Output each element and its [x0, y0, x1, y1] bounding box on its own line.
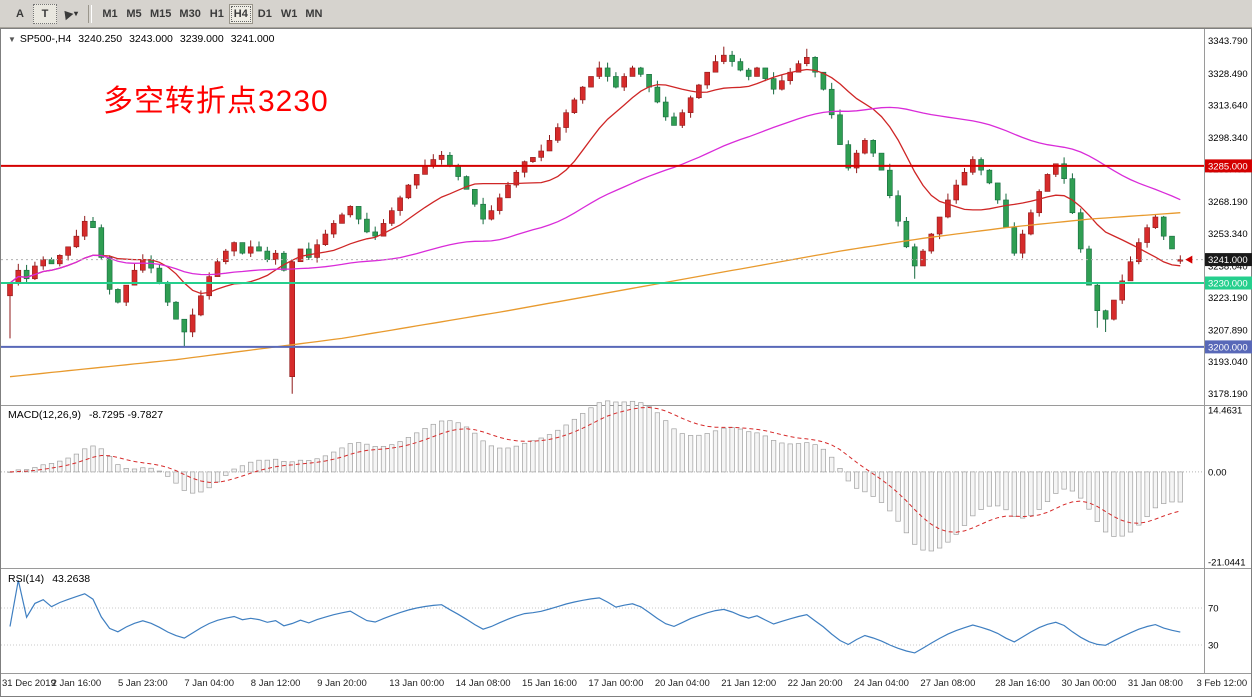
svg-text:3238.040: 3238.040 [1208, 261, 1248, 272]
timeframe-button-m5[interactable]: M5 [122, 4, 146, 24]
ohlc-low: 3239.000 [179, 33, 224, 45]
ohlc-close: 3241.000 [230, 33, 275, 45]
ohlc-high: 3243.000 [129, 33, 173, 45]
svg-text:3253.340: 3253.340 [1208, 229, 1248, 240]
svg-text:30: 30 [1208, 641, 1219, 652]
timeframe-button-h1[interactable]: H1 [205, 4, 229, 24]
svg-text:-21.0441: -21.0441 [1208, 558, 1246, 569]
timeframe-button-m1[interactable]: M1 [98, 4, 122, 24]
svg-text:17 Jan 00:00: 17 Jan 00:00 [588, 678, 643, 689]
svg-text:30 Jan 00:00: 30 Jan 00:00 [1062, 678, 1117, 689]
svg-text:3178.190: 3178.190 [1208, 389, 1248, 400]
toolbar: A T ▾ M1 M5 M15 M30 H1 H4 D1 W1 MN [0, 0, 1252, 28]
ma-line-slow [9, 212, 1181, 378]
toolbar-separator [88, 4, 93, 23]
price-badge-3200.000[interactable]: 3200.000 [1205, 340, 1252, 354]
svg-text:3241.000: 3241.000 [1208, 255, 1248, 266]
svg-text:3343.790: 3343.790 [1208, 36, 1248, 47]
svg-text:31 Jan 08:00: 31 Jan 08:00 [1128, 678, 1183, 689]
svg-text:15 Jan 16:00: 15 Jan 16:00 [522, 678, 577, 689]
rsi-values: 43.2638 [52, 573, 91, 585]
drawing-tools-button[interactable]: ▾ [58, 4, 82, 24]
svg-text:2 Jan 16:00: 2 Jan 16:00 [52, 678, 102, 689]
macd-values: -8.7295 -9.7827 [88, 409, 164, 421]
svg-text:31 Dec 2019: 31 Dec 2019 [2, 678, 56, 689]
chart-window-border [0, 28, 1252, 697]
svg-text:3285.000: 3285.000 [1208, 161, 1248, 172]
cursor-icon [60, 7, 74, 20]
svg-text:20 Jan 04:00: 20 Jan 04:00 [655, 678, 710, 689]
svg-text:21 Jan 12:00: 21 Jan 12:00 [721, 678, 776, 689]
symbol-name: SP500-,H4 [19, 33, 72, 45]
svg-text:70: 70 [1208, 604, 1219, 615]
svg-text:3268.190: 3268.190 [1208, 197, 1248, 208]
rsi-line [9, 580, 1181, 654]
timeframe-button-h4[interactable]: H4 [228, 3, 253, 24]
timeframe-button-w1[interactable]: W1 [277, 4, 302, 24]
svg-text:3223.190: 3223.190 [1208, 293, 1248, 304]
svg-text:22 Jan 20:00: 22 Jan 20:00 [788, 678, 843, 689]
svg-text:13 Jan 00:00: 13 Jan 00:00 [389, 678, 444, 689]
chart-annotation-text[interactable]: 多空转折点3230 [103, 85, 329, 118]
svg-text:7 Jan 04:00: 7 Jan 04:00 [184, 678, 234, 689]
svg-text:28 Jan 16:00: 28 Jan 16:00 [995, 678, 1050, 689]
svg-text:3313.640: 3313.640 [1208, 100, 1248, 111]
svg-text:3230.000: 3230.000 [1208, 279, 1248, 290]
macd-histogram [7, 400, 1183, 552]
svg-text:9 Jan 20:00: 9 Jan 20:00 [317, 678, 367, 689]
timeframe-button-mn[interactable]: MN [301, 4, 326, 24]
ma-line-medium [9, 106, 1181, 284]
timeframe-toolbar: M1 M5 M15 M30 H1 H4 D1 W1 MN [98, 3, 326, 24]
symbol-info: ▼ SP500-,H4 3240.250 3243.000 3239.000 3241.0… [8, 33, 274, 45]
svg-text:3193.040: 3193.040 [1208, 357, 1248, 368]
timeframe-button-m15[interactable]: M15 [146, 4, 175, 24]
svg-text:3200.000: 3200.000 [1208, 342, 1248, 353]
svg-text:3328.490: 3328.490 [1208, 69, 1248, 80]
timeframe-button-m30[interactable]: M30 [175, 4, 204, 24]
chart-canvas[interactable]: 3343.7903328.4903313.6403298.3403283.490… [0, 28, 1252, 697]
svg-text:3 Feb 12:00: 3 Feb 12:00 [1196, 678, 1247, 689]
svg-text:3207.890: 3207.890 [1208, 326, 1248, 337]
arrow-mode-button[interactable]: A [8, 4, 32, 24]
svg-text:0.00: 0.00 [1208, 467, 1227, 478]
rsi-indicator-label: RSI(14) 43.2638 [8, 573, 90, 585]
price-badge-3241.000[interactable]: 3241.000 [1205, 253, 1252, 267]
candlesticks [7, 46, 1184, 394]
macd-name: MACD(12,26,9) [8, 409, 81, 421]
text-tool-button[interactable]: T [33, 3, 57, 24]
price-badge-3285.000[interactable]: 3285.000 [1205, 159, 1252, 173]
svg-text:8 Jan 12:00: 8 Jan 12:00 [251, 678, 301, 689]
timeframe-button-d1[interactable]: D1 [253, 4, 277, 24]
price-badge-3230.000[interactable]: 3230.000 [1205, 276, 1252, 290]
ma-line-fast [9, 68, 1181, 295]
svg-text:24 Jan 04:00: 24 Jan 04:00 [854, 678, 909, 689]
current-price-pointer [1185, 255, 1193, 264]
svg-text:14 Jan 08:00: 14 Jan 08:00 [456, 678, 511, 689]
caret-down-icon: ▾ [74, 9, 79, 18]
svg-text:3298.340: 3298.340 [1208, 133, 1248, 144]
macd-signal-line [9, 406, 1181, 533]
svg-text:27 Jan 08:00: 27 Jan 08:00 [920, 678, 975, 689]
collapse-icon[interactable]: ▼ [8, 35, 16, 44]
svg-text:5 Jan 23:00: 5 Jan 23:00 [118, 678, 168, 689]
rsi-name: RSI(14) [8, 573, 45, 585]
svg-text:14.4631: 14.4631 [1208, 406, 1242, 417]
macd-indicator-label: MACD(12,26,9) -8.7295 -9.7827 [8, 409, 163, 421]
ohlc-open: 3240.250 [78, 33, 123, 45]
